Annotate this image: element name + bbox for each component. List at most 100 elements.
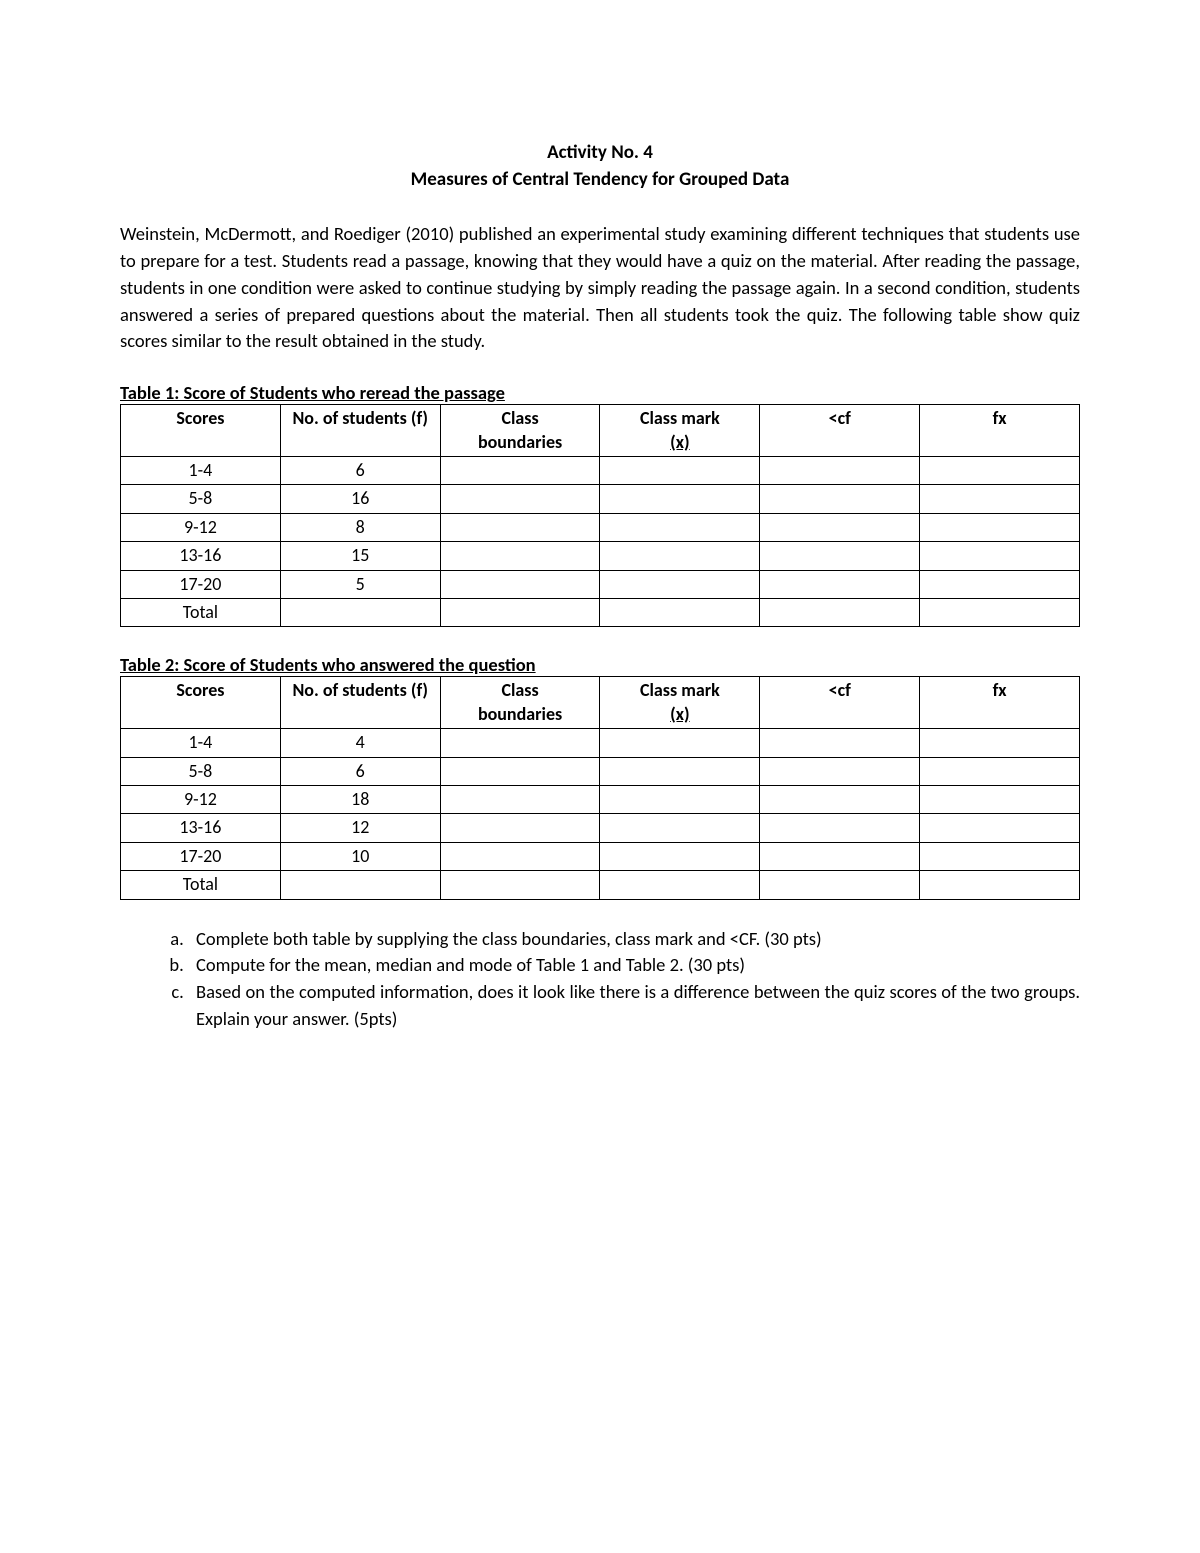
table-total-row: Total [121,598,1080,626]
cell-f: 18 [280,785,440,813]
cell-total-fx [920,871,1080,899]
cell-f: 10 [280,842,440,870]
cell-cm [600,513,760,541]
cell-scores: 5-8 [121,757,281,785]
cell-cf [760,757,920,785]
col-scores: Scores [121,677,281,729]
table-row: 17-20 10 [121,842,1080,870]
col-cf: <cf [760,677,920,729]
question-a: Complete both table by supplying the cla… [188,926,1080,953]
cell-total-label: Total [121,871,281,899]
cell-cf [760,485,920,513]
cell-cb [440,457,600,485]
cell-fx [920,485,1080,513]
cb-line1: Class [447,407,594,430]
cell-scores: 17-20 [121,570,281,598]
cell-cm [600,842,760,870]
cell-cb [440,542,600,570]
cell-cb [440,570,600,598]
table-total-row: Total [121,871,1080,899]
col-fx: fx [920,677,1080,729]
cell-fx [920,457,1080,485]
cm-line2: (x) [606,431,753,454]
table-row: 5-8 16 [121,485,1080,513]
col-class-mark: Class mark (x) [600,405,760,457]
questions-block: Complete both table by supplying the cla… [120,926,1080,1033]
cell-total-cm [600,598,760,626]
cell-scores: 1-4 [121,729,281,757]
cell-total-cb [440,871,600,899]
table2-caption: Table 2: Score of Students who answered … [120,653,1080,676]
cell-cm [600,542,760,570]
table1-caption: Table 1: Score of Students who reread th… [120,381,1080,404]
cell-cb [440,729,600,757]
cell-cm [600,457,760,485]
cell-cm [600,570,760,598]
table-header-row: Scores No. of students (f) Class boundar… [121,405,1080,457]
question-b: Compute for the mean, median and mode of… [188,952,1080,979]
cell-scores: 17-20 [121,842,281,870]
cell-fx [920,757,1080,785]
cell-total-fx [920,598,1080,626]
table-row: 1-4 4 [121,729,1080,757]
cell-f: 8 [280,513,440,541]
cell-f: 15 [280,542,440,570]
cell-cb [440,785,600,813]
col-fx: fx [920,405,1080,457]
col-scores: Scores [121,405,281,457]
cm-line1: Class mark [606,407,753,430]
cell-f: 6 [280,757,440,785]
table-row: 5-8 6 [121,757,1080,785]
table-header-row: Scores No. of students (f) Class boundar… [121,677,1080,729]
table2-body: 1-4 4 5-8 6 9-12 18 [121,729,1080,899]
cell-total-cf [760,871,920,899]
cell-fx [920,570,1080,598]
cell-cb [440,842,600,870]
cell-cm [600,757,760,785]
cell-cb [440,513,600,541]
cell-cf [760,842,920,870]
cell-f: 5 [280,570,440,598]
intro-paragraph: Weinstein, McDermott, and Roediger (2010… [120,221,1080,355]
cell-scores: 13-16 [121,814,281,842]
col-class-boundaries: Class boundaries [440,405,600,457]
cm-line1: Class mark [606,679,753,702]
cell-scores: 9-12 [121,513,281,541]
table2-head: Scores No. of students (f) Class boundar… [121,677,1080,729]
table-row: 9-12 8 [121,513,1080,541]
document-page: Activity No. 4 Measures of Central Tende… [0,0,1200,1553]
cell-f: 12 [280,814,440,842]
cell-fx [920,513,1080,541]
cell-scores: 1-4 [121,457,281,485]
activity-title: Measures of Central Tendency for Grouped… [120,167,1080,194]
cb-line1: Class [447,679,594,702]
cm-line2: (x) [606,703,753,726]
col-frequency: No. of students (f) [280,405,440,457]
cell-total-cf [760,598,920,626]
cell-total-f [280,598,440,626]
table-row: 17-20 5 [121,570,1080,598]
col-frequency: No. of students (f) [280,677,440,729]
col-class-boundaries: Class boundaries [440,677,600,729]
cell-cf [760,570,920,598]
cell-scores: 5-8 [121,485,281,513]
table1-body: 1-4 6 5-8 16 9-12 8 [121,457,1080,627]
cell-cb [440,757,600,785]
cell-fx [920,542,1080,570]
table-row: 9-12 18 [121,785,1080,813]
cell-cf [760,513,920,541]
cell-cm [600,485,760,513]
cell-scores: 13-16 [121,542,281,570]
cell-total-f [280,871,440,899]
cell-fx [920,785,1080,813]
col-class-mark: Class mark (x) [600,677,760,729]
table-row: 13-16 12 [121,814,1080,842]
cell-cf [760,542,920,570]
table-row: 13-16 15 [121,542,1080,570]
cell-fx [920,842,1080,870]
cb-line2: boundaries [447,703,594,726]
cell-cm [600,814,760,842]
question-c: Based on the computed information, does … [188,979,1080,1033]
activity-number: Activity No. 4 [120,140,1080,167]
table1-head: Scores No. of students (f) Class boundar… [121,405,1080,457]
